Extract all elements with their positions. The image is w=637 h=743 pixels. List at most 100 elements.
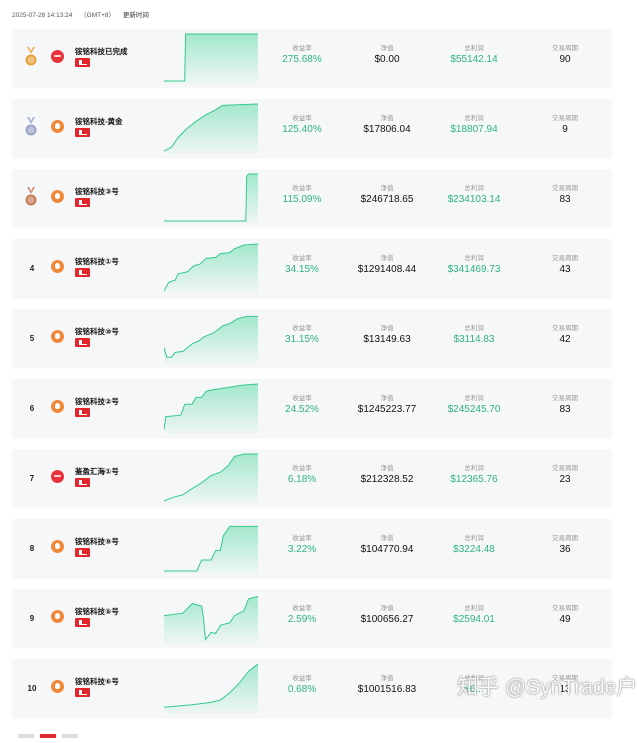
- net-value-label: 净值: [380, 465, 394, 472]
- rank-number: 10: [27, 683, 37, 693]
- sparkline-area: [164, 596, 258, 644]
- rank-number: 7: [29, 473, 35, 483]
- tab-indicator-active[interactable]: [40, 734, 56, 738]
- return-rate-stat: 收益率 24.52%: [257, 394, 347, 416]
- avatar-glyph: [54, 475, 61, 477]
- net-value-stat: 净值 $17806.04: [342, 114, 432, 136]
- trade-cycle-label: 交易周期: [552, 115, 578, 122]
- avatar[interactable]: [51, 330, 64, 343]
- trade-cycle-stat: 交易周期 13: [520, 674, 610, 696]
- leaderboard-row[interactable]: 7 鉴盈汇海①号 收益率 6.18% 净值 $212328.52 总利润 $12365.76 交…: [12, 449, 612, 507]
- equity-sparkline: [164, 103, 258, 154]
- return-rate-stat: 收益率 115.09%: [257, 184, 347, 206]
- return-rate-value: 3.22%: [287, 544, 317, 555]
- strategy-name[interactable]: 铵铭科技-黄金: [75, 117, 123, 126]
- total-profit-label: 总利润: [464, 675, 484, 682]
- leaderboard-row[interactable]: 4 铵铭科技①号 收益率 34.15% 净值 $1291408.44 总利润 $341469.…: [12, 239, 612, 297]
- silver-medal-icon: [25, 117, 37, 136]
- avatar[interactable]: [51, 400, 64, 413]
- leaderboard-row[interactable]: 8 铵铭科技⑨号 收益率 3.22% 净值 $104770.94 总利润 $3224.48 交易…: [12, 519, 612, 577]
- net-value-label: 净值: [380, 605, 394, 612]
- trade-cycle-stat: 交易周期 90: [520, 44, 610, 66]
- total-profit-label: 总利润: [464, 395, 484, 402]
- provider-flag-icon: [75, 548, 90, 557]
- return-rate-stat: 收益率 0.68%: [257, 674, 347, 696]
- provider-flag-icon: [75, 688, 90, 697]
- net-value-label: 净值: [380, 395, 394, 402]
- return-rate-stat: 收益率 2.59%: [257, 604, 347, 626]
- net-value-stat: 净值 $246718.65: [342, 184, 432, 206]
- equity-sparkline: [164, 383, 258, 434]
- equity-sparkline: [164, 453, 258, 504]
- total-profit-label: 总利润: [464, 255, 484, 262]
- sparkline-line: [164, 315, 258, 358]
- bottom-tabs: [18, 725, 84, 738]
- total-profit-value: $234103.14: [447, 194, 501, 205]
- return-rate-label: 收益率: [292, 675, 312, 682]
- avatar[interactable]: [51, 470, 64, 483]
- avatar[interactable]: [51, 190, 64, 203]
- tab-indicator[interactable]: [18, 734, 34, 738]
- trade-cycle-value: 83: [559, 404, 571, 415]
- trade-cycle-stat: 交易周期 23: [520, 464, 610, 486]
- avatar[interactable]: [51, 680, 64, 693]
- sparkline-line: [164, 525, 258, 572]
- leaderboard-row[interactable]: 6 铵铭科技②号 收益率 24.52% 净值 $1245223.77 总利润 $245245.…: [12, 379, 612, 437]
- total-profit-value: $3224.48: [453, 544, 495, 555]
- net-value-value: $212328.52: [360, 474, 414, 485]
- net-value-stat: 净值 $1001516.83: [342, 674, 432, 696]
- trade-cycle-label: 交易周期: [552, 325, 578, 332]
- strategy-name[interactable]: 铵铭科技②号: [75, 397, 119, 406]
- trade-cycle-label: 交易周期: [552, 395, 578, 402]
- total-profit-label: 总利润: [464, 45, 484, 52]
- return-rate-stat: 收益率 3.22%: [257, 534, 347, 556]
- leaderboard-row[interactable]: 铵铭科技已完成 收益率 275.68% 净值 $0.00 总利润 $55142.14 交易周期…: [12, 29, 612, 87]
- avatar[interactable]: [51, 260, 64, 273]
- trade-cycle-stat: 交易周期 42: [520, 324, 610, 346]
- total-profit-value: $6...: [464, 684, 484, 695]
- provider-flag-icon: [75, 478, 90, 487]
- trade-cycle-stat: 交易周期 83: [520, 184, 610, 206]
- rank-number: 8: [29, 543, 35, 553]
- sparkline-line: [164, 663, 258, 708]
- strategy-name[interactable]: 鉴盈汇海①号: [75, 467, 119, 476]
- strategy-name[interactable]: 铵铭科技⑤号: [75, 607, 119, 616]
- avatar[interactable]: [51, 610, 64, 623]
- update-time-bar: 2025-07-28 14:13:24 （GMT+8） 更新时间: [12, 9, 155, 19]
- strategy-name[interactable]: 铵铭科技⑨号: [75, 537, 119, 546]
- leaderboard-row[interactable]: 10 铵铭科技⑥号 收益率 0.68% 净值 $1001516.83 总利润 $6... 交易周…: [12, 659, 612, 717]
- avatar-glyph: [55, 263, 60, 269]
- equity-sparkline: [164, 525, 258, 574]
- leaderboard-row[interactable]: 5 铵铭科技⑩号 收益率 31.15% 净值 $13149.63 总利润 $3114.83 交易…: [12, 309, 612, 367]
- provider-flag-icon: [75, 58, 90, 67]
- net-value-label: 净值: [380, 45, 394, 52]
- strategy-name[interactable]: 铵铭科技①号: [75, 257, 119, 266]
- avatar[interactable]: [51, 540, 64, 553]
- leaderboard-row[interactable]: 9 铵铭科技⑤号 收益率 2.59% 净值 $100656.27 总利润 $2594.01 交易…: [12, 589, 612, 647]
- net-value-stat: 净值 $13149.63: [342, 324, 432, 346]
- trade-cycle-value: 90: [559, 54, 571, 65]
- leaderboard-row[interactable]: 铵铭科技③号 收益率 115.09% 净值 $246718.65 总利润 $234103.1…: [12, 169, 612, 227]
- leaderboard-row[interactable]: 铵铭科技-黄金 收益率 125.40% 净值 $17806.04 总利润 $18807.94…: [12, 99, 612, 157]
- total-profit-value: $55142.14: [450, 54, 498, 65]
- strategy-name[interactable]: 铵铭科技③号: [75, 187, 119, 196]
- strategy-name[interactable]: 铵铭科技⑥号: [75, 677, 119, 686]
- strategy-name[interactable]: 铵铭科技⑩号: [75, 327, 119, 336]
- avatar[interactable]: [51, 50, 64, 63]
- trade-cycle-label: 交易周期: [552, 255, 578, 262]
- return-rate-label: 收益率: [292, 45, 312, 52]
- trade-cycle-value: 43: [559, 264, 571, 275]
- return-rate-value: 31.15%: [285, 334, 319, 345]
- trade-cycle-value: 13: [559, 684, 571, 695]
- watermark: 知乎 @SynTrade户: [457, 676, 637, 699]
- sparkline-line: [164, 453, 258, 502]
- avatar-glyph: [55, 613, 60, 619]
- avatar[interactable]: [51, 120, 64, 133]
- total-profit-stat: 总利润 $3114.83: [429, 324, 519, 346]
- strategy-name[interactable]: 铵铭科技已完成: [75, 47, 128, 56]
- tab-indicator[interactable]: [62, 734, 78, 738]
- net-value-value: $0.00: [374, 54, 400, 65]
- return-rate-stat: 收益率 34.15%: [257, 254, 347, 276]
- net-value-label: 净值: [380, 675, 394, 682]
- total-profit-value: $245245.70: [447, 404, 501, 415]
